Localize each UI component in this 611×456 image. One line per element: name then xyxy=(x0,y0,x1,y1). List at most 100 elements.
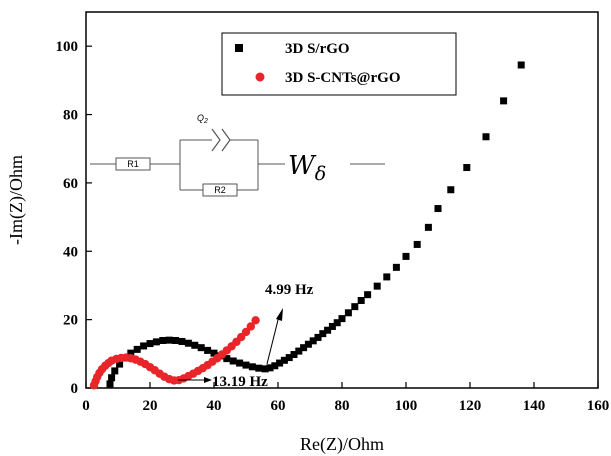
data-point-square xyxy=(500,97,508,105)
data-point-square xyxy=(255,364,263,372)
x-tick-label: 0 xyxy=(82,398,90,414)
data-point-square xyxy=(309,337,317,345)
data-point-square xyxy=(517,61,525,69)
data-point-square xyxy=(184,339,192,347)
r2-label: R2 xyxy=(214,185,226,195)
data-point-square xyxy=(165,336,173,344)
data-point-square xyxy=(172,336,180,344)
y-tick-label: 0 xyxy=(71,381,79,397)
data-point-square xyxy=(319,330,327,338)
y-axis-title: -Im(Z)/Ohm xyxy=(6,155,27,245)
data-point-square xyxy=(261,365,269,373)
data-point-square xyxy=(133,345,141,353)
x-tick-label: 100 xyxy=(395,398,418,414)
data-point-square xyxy=(402,252,410,260)
data-point-square xyxy=(295,347,303,355)
y-tick-label: 100 xyxy=(56,39,79,55)
r1-label: R1 xyxy=(127,159,139,169)
data-point-square xyxy=(152,338,160,346)
y-tick-label: 40 xyxy=(63,244,78,260)
data-point-square xyxy=(106,380,114,388)
annotation-13-19hz: 13.19 Hz xyxy=(212,374,268,390)
x-axis-title: Re(Z)/Ohm xyxy=(300,434,384,455)
data-point-square xyxy=(434,205,442,213)
series-layer xyxy=(89,61,525,390)
cpe-q2 xyxy=(211,128,221,152)
cpe-q2 xyxy=(221,128,231,152)
data-point-square xyxy=(413,240,421,248)
data-point-square xyxy=(280,356,288,364)
legend-marker-square xyxy=(235,44,243,52)
data-point-square xyxy=(108,374,116,382)
y-tick-label: 20 xyxy=(63,313,78,329)
data-point-square xyxy=(140,342,148,350)
data-point-square xyxy=(266,364,274,372)
data-point-square xyxy=(300,344,308,352)
legend-marker-circle xyxy=(255,72,265,82)
arrow-4-99hz-line xyxy=(266,315,280,365)
data-point-square xyxy=(304,340,312,348)
data-point-square xyxy=(285,354,293,362)
data-point-square xyxy=(191,341,199,349)
data-point-square xyxy=(178,338,186,346)
data-point-square xyxy=(223,355,231,363)
annotation-4-99hz: 4.99 Hz xyxy=(265,282,314,298)
series-s-cnts-rgo xyxy=(89,316,260,390)
data-point-square xyxy=(248,363,256,371)
data-point-square xyxy=(338,315,346,323)
data-point-square xyxy=(271,362,279,370)
q2-label: Q2 xyxy=(197,113,208,125)
data-point-circle xyxy=(251,316,260,325)
x-tick-label: 40 xyxy=(207,398,222,414)
data-point-square xyxy=(111,367,119,375)
data-point-square xyxy=(364,291,372,299)
data-point-square xyxy=(276,359,284,367)
data-point-square xyxy=(204,346,212,354)
legend: 3D S/rGO 3D S-CNTs@rGO xyxy=(221,32,457,96)
annotations: 4.99 Hz 13.19 Hz xyxy=(178,282,314,390)
data-point-square xyxy=(242,361,250,369)
data-point-square xyxy=(333,319,341,327)
x-tick-label: 120 xyxy=(459,398,482,414)
legend-box xyxy=(221,32,457,96)
x-tick-label: 20 xyxy=(143,398,158,414)
data-point-square xyxy=(328,322,336,330)
data-point-square xyxy=(424,223,432,231)
y-tick-label: 60 xyxy=(63,176,78,192)
data-point-square xyxy=(447,186,455,194)
data-point-square xyxy=(463,164,471,172)
y-tick-label: 80 xyxy=(63,108,78,124)
legend-label-s-rgo: 3D S/rGO xyxy=(285,41,350,57)
ticks-layer: 0 20 40 60 80 100 120 140 160 0 20 40 60 80 100 xyxy=(56,39,610,414)
data-point-square xyxy=(197,344,205,352)
data-point-square xyxy=(392,263,400,271)
data-point-square xyxy=(383,273,391,281)
warburg-label: Wδ xyxy=(288,151,326,185)
data-point-square xyxy=(146,340,154,348)
data-point-square xyxy=(351,303,359,311)
data-point-square xyxy=(290,351,298,359)
legend-label-s-cnts-rgo: 3D S-CNTs@rGO xyxy=(285,70,401,86)
data-point-square xyxy=(373,282,381,290)
x-tick-label: 140 xyxy=(523,398,546,414)
data-point-square xyxy=(314,333,322,341)
series-s-rgo xyxy=(106,61,525,388)
x-tick-label: 60 xyxy=(271,398,286,414)
data-point-square xyxy=(482,133,490,141)
x-tick-label: 160 xyxy=(587,398,610,414)
data-point-square xyxy=(159,336,167,344)
data-point-square xyxy=(357,296,365,304)
arrow-4-99hz-head xyxy=(276,308,283,321)
data-point-square xyxy=(324,326,332,334)
data-point-square xyxy=(229,357,237,365)
data-point-circle xyxy=(241,327,251,337)
data-point-square xyxy=(116,360,124,368)
data-point-square xyxy=(236,359,244,367)
data-point-square xyxy=(344,309,352,317)
data-point-square xyxy=(210,349,218,357)
equivalent-circuit: R1 Q2 R2 Wδ xyxy=(90,113,385,197)
x-tick-label: 80 xyxy=(335,398,350,414)
data-point-square xyxy=(127,349,135,357)
